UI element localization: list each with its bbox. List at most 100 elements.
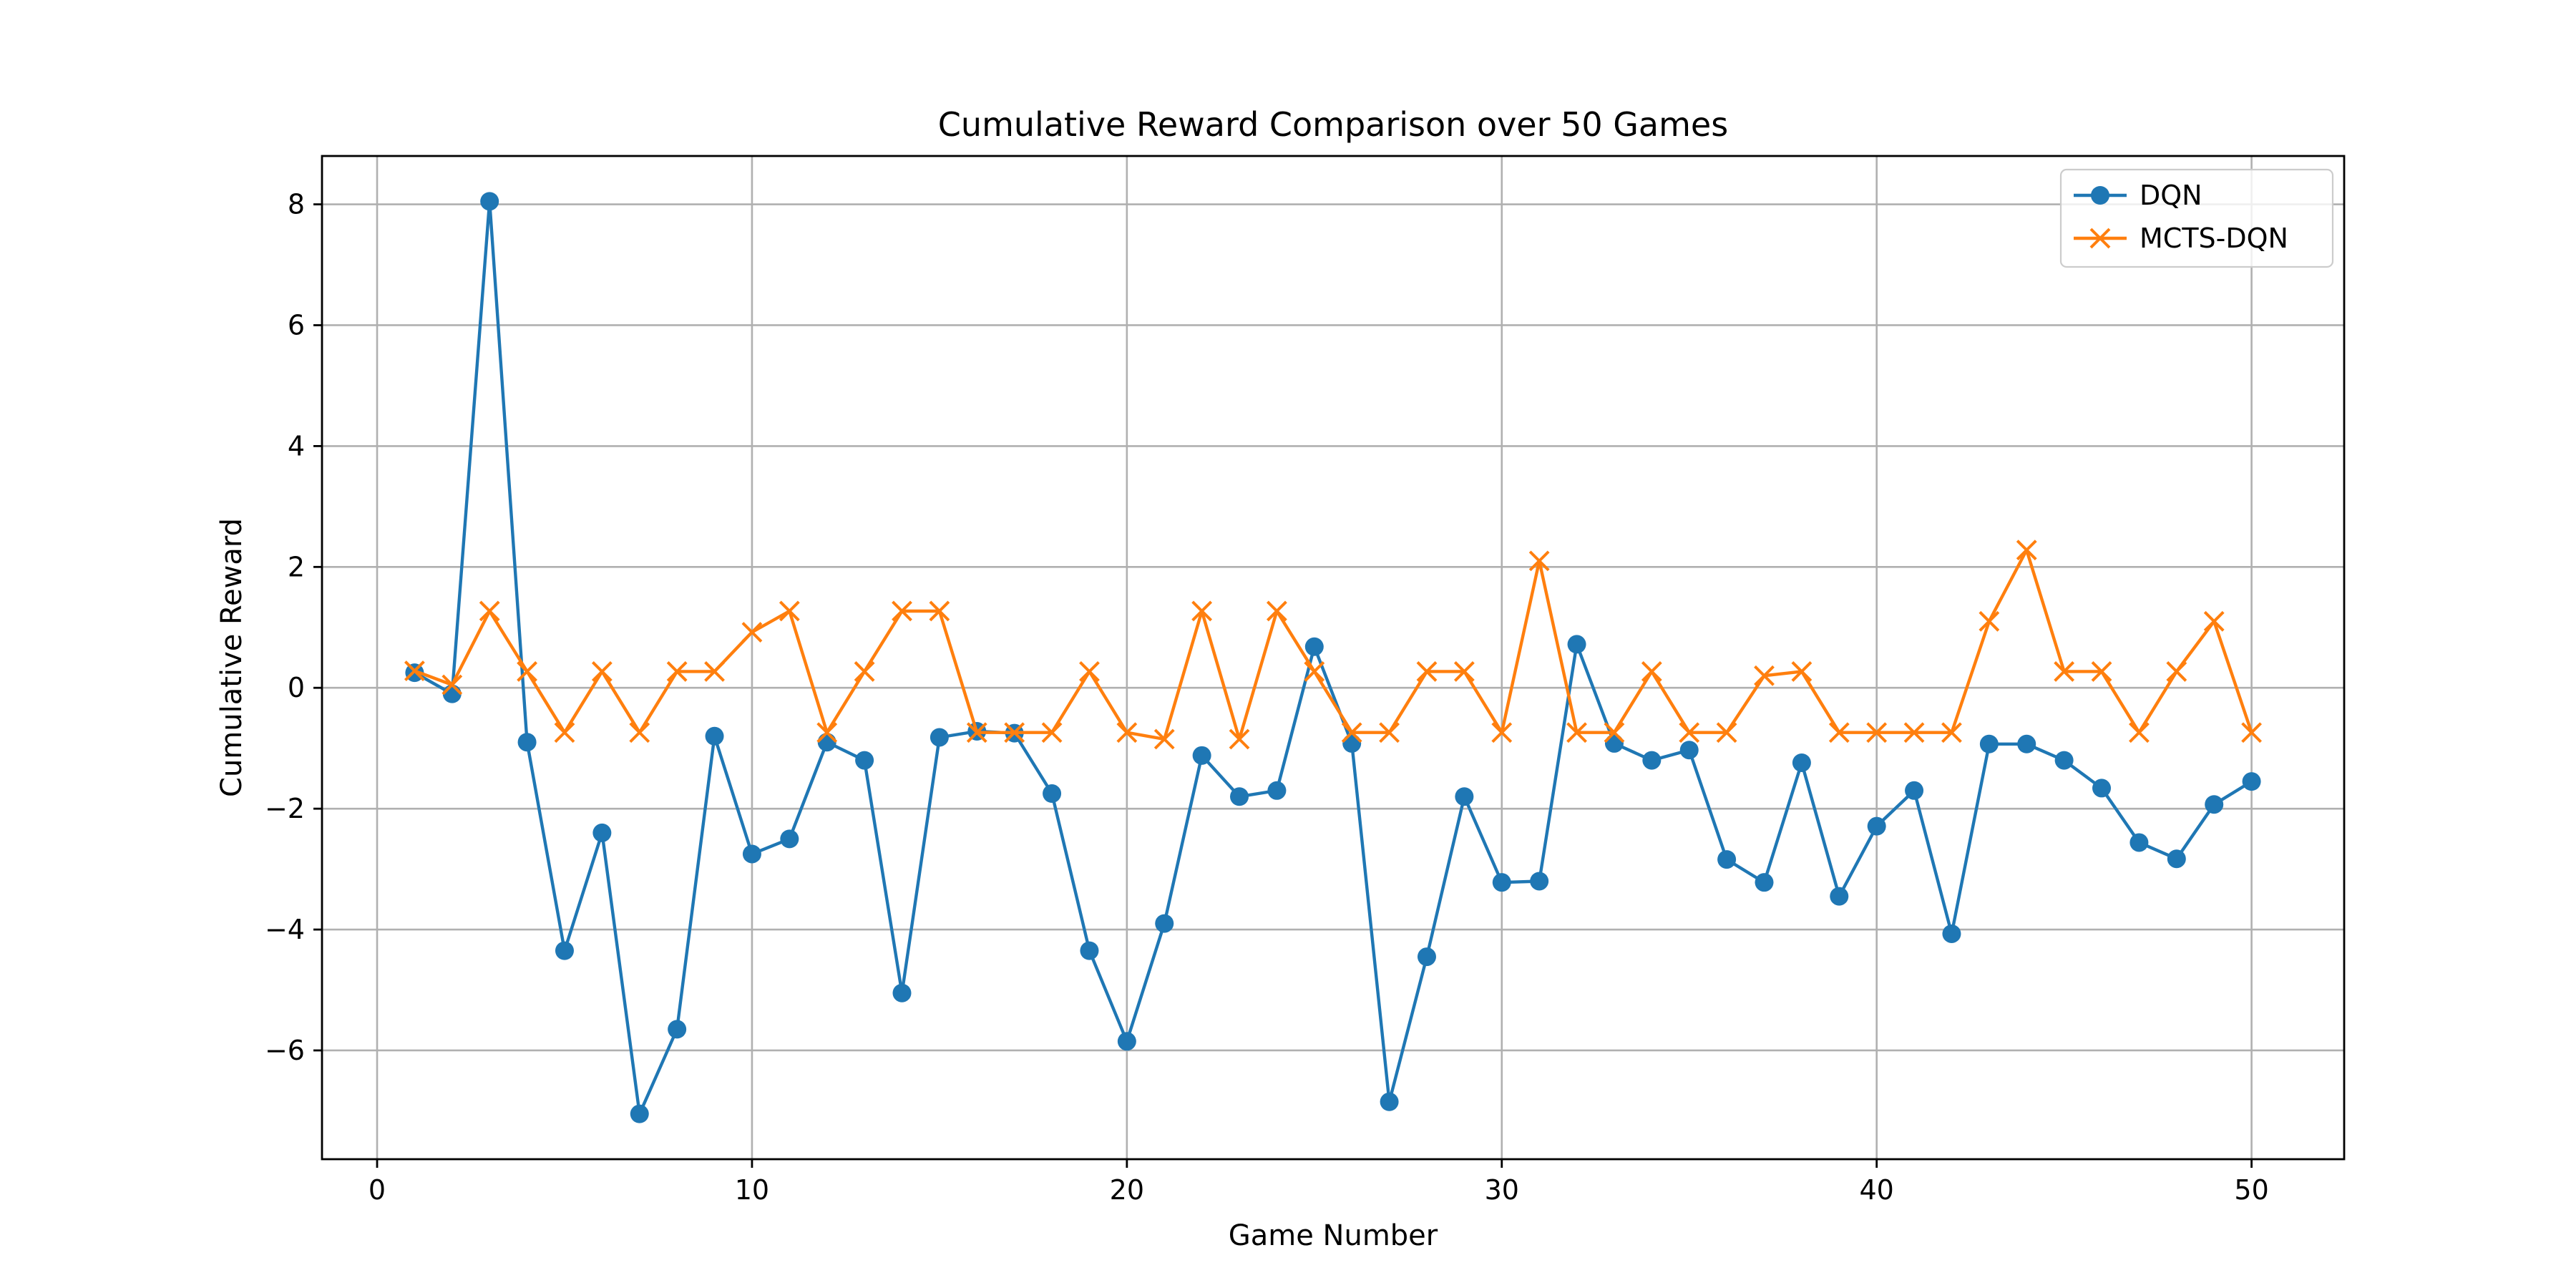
data-point xyxy=(1679,741,1699,760)
data-point xyxy=(2129,833,2149,852)
data-point xyxy=(2092,779,2112,798)
y-axis-label: Cumulative Reward xyxy=(215,518,248,797)
data-point xyxy=(480,192,499,211)
y-tick-label: 8 xyxy=(288,189,305,220)
data-point xyxy=(1379,722,1400,743)
data-point xyxy=(1979,734,1999,753)
data-point xyxy=(1941,722,1962,743)
data-point xyxy=(1866,722,1888,743)
data-point xyxy=(1304,637,1324,656)
legend-box xyxy=(2059,168,2334,268)
legend-label-mcts-dqn: MCTS-DQN xyxy=(2140,223,2288,254)
data-point xyxy=(1567,635,1586,654)
data-point xyxy=(2242,772,2261,791)
data-point xyxy=(1528,550,1550,572)
data-point xyxy=(2203,610,2225,632)
data-point xyxy=(1491,722,1513,743)
data-point xyxy=(1304,661,1325,682)
data-point xyxy=(1642,751,1662,770)
ticks: 0 10 20 30 40 50 −6 −4 −2 0 2 4 6 8 xyxy=(265,189,2269,1206)
x-tick-label: 10 xyxy=(735,1174,769,1206)
data-point xyxy=(1416,661,1438,682)
data-point xyxy=(442,684,462,703)
data-point xyxy=(1341,722,1362,743)
data-point xyxy=(404,660,425,681)
grid xyxy=(322,156,2344,1159)
data-point xyxy=(1229,728,1250,750)
data-point xyxy=(2016,540,2037,561)
data-point xyxy=(1079,661,1100,682)
data-point xyxy=(1004,722,1025,743)
data-point xyxy=(1828,722,1850,743)
data-point xyxy=(704,661,725,682)
data-point xyxy=(1679,722,1700,743)
data-point xyxy=(1380,1092,1399,1111)
data-point xyxy=(2054,661,2075,682)
x-tick-label: 20 xyxy=(1110,1174,1144,1206)
legend-label-dqn: DQN xyxy=(2140,180,2202,211)
data-point xyxy=(1905,781,1924,800)
data-point xyxy=(1942,924,1961,943)
data-point xyxy=(1791,661,1813,682)
data-point xyxy=(2166,661,2187,682)
data-point xyxy=(554,722,575,743)
data-point xyxy=(1641,661,1662,682)
data-point xyxy=(668,1020,687,1039)
data-point xyxy=(855,751,874,770)
legend: DQN MCTS-DQN xyxy=(2059,168,2334,268)
legend-marker-mcts-dqn xyxy=(2089,228,2111,249)
y-tick-label: −6 xyxy=(265,1035,305,1066)
data-point xyxy=(1530,872,1549,891)
data-point xyxy=(1117,1032,1136,1051)
data-point xyxy=(1979,610,2000,632)
data-point xyxy=(1453,661,1475,682)
data-point xyxy=(779,600,800,622)
data-point xyxy=(1342,733,1362,753)
data-point xyxy=(1153,728,1175,750)
data-point xyxy=(892,983,912,1002)
data-point xyxy=(966,722,987,743)
data-point xyxy=(1191,600,1213,622)
series-line xyxy=(414,200,2253,1116)
x-tick-label: 30 xyxy=(1485,1174,1519,1206)
data-point xyxy=(2167,849,2186,869)
series-dqn xyxy=(405,192,2261,1123)
data-point xyxy=(1417,947,1436,967)
data-point xyxy=(1492,873,1511,892)
data-point xyxy=(892,600,912,622)
data-point xyxy=(854,661,875,682)
data-point xyxy=(592,823,612,842)
data-point xyxy=(629,722,650,743)
data-point xyxy=(1192,746,1211,765)
data-point xyxy=(479,600,500,622)
data-point xyxy=(1116,722,1138,743)
series-layer xyxy=(404,192,2263,1123)
data-point xyxy=(2017,734,2036,753)
chart-title: Cumulative Reward Comparison over 50 Gam… xyxy=(938,105,1728,144)
data-point xyxy=(1566,722,1587,743)
y-tick-label: 6 xyxy=(288,309,305,341)
data-point xyxy=(666,661,688,682)
data-point xyxy=(1717,850,1737,869)
data-point xyxy=(517,733,537,752)
data-point xyxy=(555,941,574,960)
series-mcts-dqn xyxy=(404,540,2263,750)
data-point xyxy=(1792,753,1811,772)
data-point xyxy=(1155,914,1174,933)
data-point xyxy=(1455,787,1474,806)
y-tick-label: 2 xyxy=(288,551,305,582)
data-point xyxy=(441,674,463,696)
data-point xyxy=(1867,816,1886,836)
plot-area xyxy=(322,156,2344,1159)
data-point xyxy=(817,733,836,752)
data-point xyxy=(2205,795,2224,814)
axes-frame xyxy=(321,155,2346,1161)
x-tick-label: 40 xyxy=(1859,1174,1893,1206)
x-axis-label: Game Number xyxy=(1229,1219,1438,1252)
y-tick-label: −4 xyxy=(265,914,305,945)
data-point xyxy=(1267,781,1287,800)
data-point xyxy=(741,622,763,643)
data-point xyxy=(2129,722,2150,743)
data-point xyxy=(1716,722,1737,743)
